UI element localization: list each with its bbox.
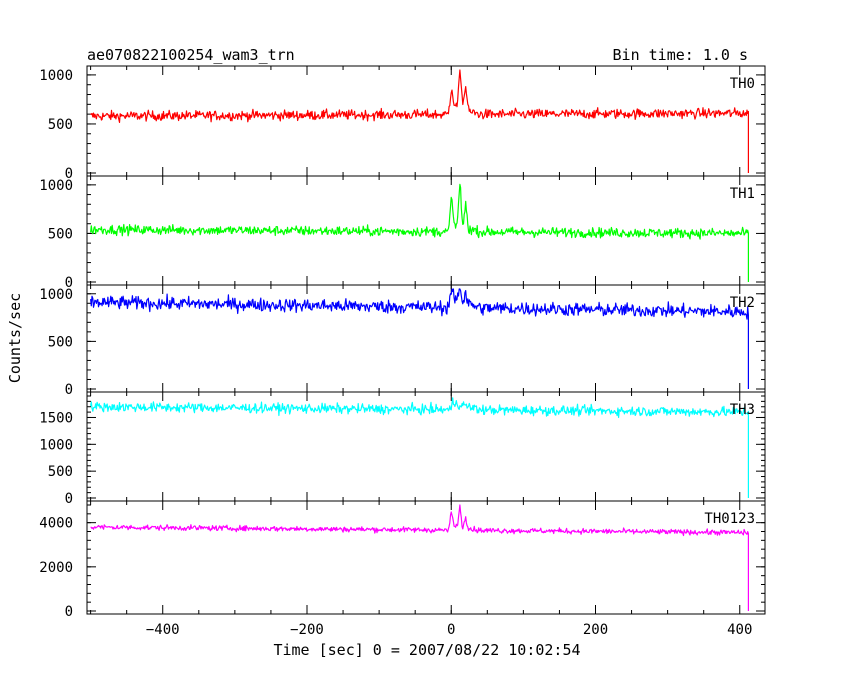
series-line-th1 — [90, 183, 749, 282]
panel-th0123: 0 2000 4000 TH0123 — [39, 500, 766, 620]
series-line-th3 — [90, 397, 749, 498]
y-tick-label: 500 — [48, 226, 73, 242]
series-label-th2: TH2 — [730, 295, 755, 311]
series-line-th0123 — [90, 504, 749, 611]
series-label-th1: TH1 — [730, 186, 755, 202]
y-tick-label: 1000 — [39, 178, 73, 194]
panel-th2: 0 500 1000 TH2 — [39, 284, 766, 398]
y-tick-label: 0 — [65, 166, 73, 182]
y-tick-label: 0 — [65, 275, 73, 291]
panel-frame-th0 — [86, 65, 766, 177]
y-tick-label: 1000 — [39, 437, 73, 453]
x-tick-label: 200 — [583, 622, 608, 638]
chart-title: ae070822100254_wam3_trn — [87, 46, 295, 64]
panel-frame-th0123 — [86, 500, 766, 615]
y-tick-label: 0 — [65, 491, 73, 507]
x-tick-label: 0 — [447, 622, 455, 638]
panels-group: 0 500 1000 TH0 0 500 1000 TH1 0 500 1000 TH2 0 500 100… — [39, 65, 766, 620]
panel-th3: 0 500 1000 1500 TH3 — [39, 391, 766, 507]
x-tick-label: −400 — [146, 622, 180, 638]
y-tick-label: 1000 — [39, 287, 73, 303]
y-tick-label: 0 — [65, 604, 73, 620]
panel-th0: 0 500 1000 TH0 — [39, 65, 766, 182]
y-tick-label: 2000 — [39, 560, 73, 576]
y-tick-label: 500 — [48, 464, 73, 480]
x-axis: −400 −200 0 200 400 — [146, 622, 753, 638]
x-axis-label: Time [sec] 0 = 2007/08/22 10:02:54 — [273, 641, 580, 659]
series-line-th2 — [90, 288, 749, 389]
x-tick-label: 400 — [727, 622, 752, 638]
series-label-th0: TH0 — [730, 76, 755, 92]
y-tick-label: 4000 — [39, 516, 73, 532]
series-line-th0 — [90, 69, 749, 173]
bin-time-label: Bin time: 1.0 s — [613, 46, 748, 64]
y-tick-label: 0 — [65, 382, 73, 398]
y-tick-label: 500 — [48, 334, 73, 350]
y-tick-label: 500 — [48, 117, 73, 133]
series-label-th3: TH3 — [730, 402, 755, 418]
y-tick-label: 1500 — [39, 410, 73, 426]
series-label-th0123: TH0123 — [704, 511, 755, 527]
y-tick-label: 1000 — [39, 68, 73, 84]
panel-th1: 0 500 1000 TH1 — [39, 175, 766, 291]
y-axis-label: Counts/sec — [6, 293, 24, 383]
x-tick-label: −200 — [290, 622, 324, 638]
